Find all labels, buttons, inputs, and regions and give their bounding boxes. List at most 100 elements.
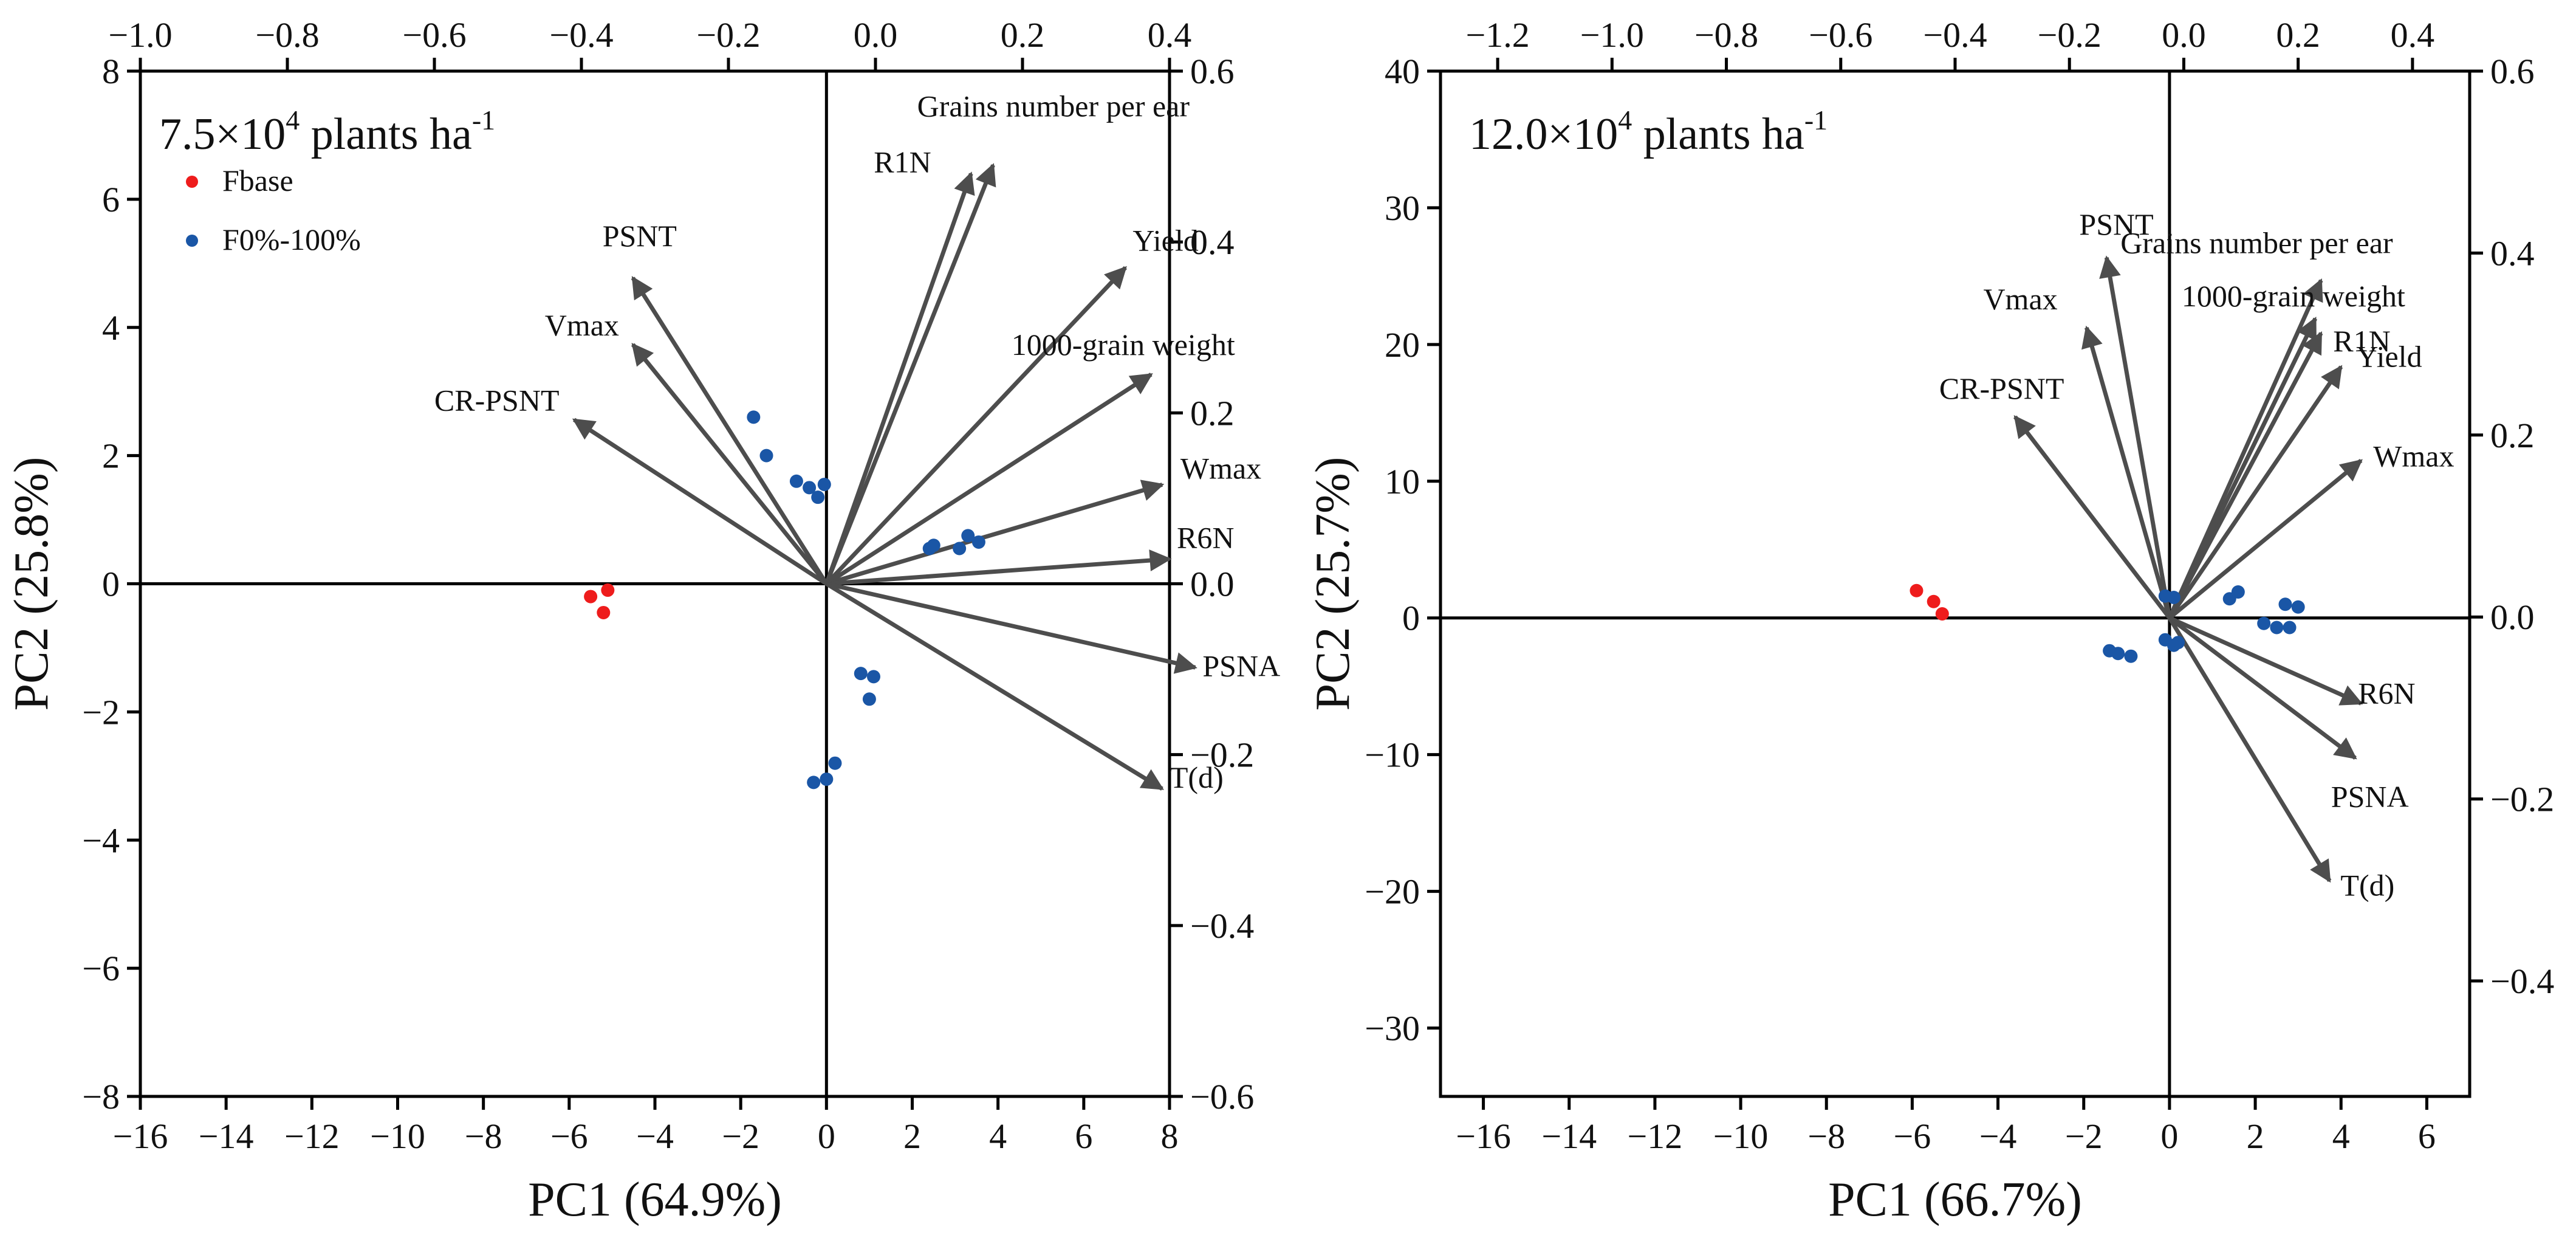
- x2-tick-label: −0.6: [1809, 15, 1872, 55]
- x-tick-label: −6: [550, 1116, 588, 1156]
- x-tick-label: −14: [199, 1116, 254, 1156]
- loading-label-yield: Yield: [2356, 340, 2422, 374]
- x-tick-label: 4: [2332, 1116, 2350, 1156]
- chart-panel-2: −16 −14 −12 −10 −8 −6 −4 −2 0 2 4 6−30−20−100102030…: [1306, 15, 2554, 1226]
- loading-label-psna: PSNA: [2331, 779, 2409, 813]
- score-point-f0-100: [854, 667, 868, 681]
- x-tick-label: −12: [284, 1116, 340, 1156]
- score-point-f0-100: [2167, 590, 2180, 604]
- score-point-f0-100: [811, 490, 825, 504]
- loading-arrow-cr-psnt: [2013, 415, 2171, 619]
- x-axis-label: PC1 (66.7%): [1828, 1173, 2082, 1226]
- loading-label-wmax: Wmax: [1180, 451, 1261, 485]
- title-prefix: 7.5×10: [159, 109, 286, 159]
- y-tick-label: 0: [1402, 599, 1420, 638]
- x2-tick-label: −1.2: [1466, 15, 1530, 55]
- y2-tick-label: 0.0: [1190, 565, 1235, 604]
- loading-arrow-psnt: [631, 276, 829, 585]
- title-exponent-2: -1: [1804, 105, 1828, 136]
- y-tick-label: 20: [1385, 325, 1420, 365]
- title-mid: plants ha: [300, 109, 472, 159]
- score-point-fbase: [601, 583, 615, 597]
- loading-arrow-psna: [2168, 616, 2357, 760]
- y2-tick-label: −0.6: [1190, 1077, 1254, 1116]
- loading-label-t-d: T(d): [2340, 868, 2394, 902]
- loading-arrow-yield: [824, 266, 1127, 585]
- score-point-f0-100: [807, 776, 821, 789]
- y2-tick-label: −0.2: [2490, 780, 2554, 819]
- score-point-f0-100: [820, 772, 834, 786]
- plot-frame: [1439, 69, 2472, 1098]
- x-tick-label: −4: [636, 1116, 674, 1156]
- score-point-fbase: [597, 605, 611, 619]
- y2-tick-label: 0.0: [2490, 597, 2535, 637]
- score-point-fbase: [584, 590, 598, 604]
- score-point-f0-100: [817, 478, 831, 492]
- y-tick-label: 30: [1385, 188, 1420, 228]
- loading-arrow-yield: [2168, 365, 2343, 619]
- loading-label-vmax: Vmax: [1983, 282, 2057, 316]
- score-point-f0-100: [2231, 585, 2245, 599]
- x2-tick-label: −0.4: [1923, 15, 1987, 55]
- loading-arrow-cr-psnt: [572, 418, 828, 586]
- x-tick-label: −6: [1894, 1116, 1931, 1156]
- y-tick-label: −30: [1365, 1009, 1420, 1048]
- legend-label-f0-100: F0%-100%: [222, 222, 361, 256]
- x-tick-label: 2: [903, 1116, 921, 1156]
- loading-label-r6n: R6N: [1177, 521, 1234, 555]
- loading-label-r6n: R6N: [2358, 676, 2415, 710]
- x2-tick-label: 0.2: [2276, 15, 2320, 55]
- y2-tick-label: 0.6: [1190, 52, 1235, 91]
- score-point-f0-100: [789, 474, 803, 488]
- loading-label-wmax: Wmax: [2373, 439, 2454, 473]
- title-exponent-2: -1: [472, 105, 495, 136]
- loading-label-yield: Yield: [1132, 223, 1198, 257]
- x2-tick-label: −0.8: [1694, 15, 1758, 55]
- loading-arrow-r6n: [2168, 616, 2363, 706]
- x-tick-label: −8: [465, 1116, 502, 1156]
- loading-label-grains-number-per-ear: Grains number per ear: [917, 89, 1190, 123]
- x2-tick-label: 0.4: [1148, 15, 1192, 55]
- score-point-f0-100: [927, 538, 940, 552]
- x-tick-label: 0: [818, 1116, 835, 1156]
- y-tick-label: −4: [82, 820, 120, 860]
- y-axis-label: PC2 (25.8%): [5, 457, 58, 711]
- x2-tick-label: −0.2: [696, 15, 760, 55]
- y-tick-label: 10: [1385, 462, 1420, 501]
- y2-tick-label: −0.4: [1190, 906, 1254, 946]
- score-point-fbase: [1927, 594, 1941, 608]
- panel-title: 12.0×104 plants ha-1: [1469, 105, 1828, 159]
- y2-tick-label: 0.4: [2490, 233, 2535, 273]
- score-point-fbase: [1935, 607, 1949, 621]
- loading-arrow-t-d: [825, 582, 1164, 791]
- title-exponent: 4: [286, 105, 300, 136]
- loading-label-cr-psnt: CR-PSNT: [1939, 371, 2064, 405]
- x-tick-label: −10: [1713, 1116, 1769, 1156]
- loading-label-psna: PSNA: [1202, 648, 1280, 683]
- score-point-f0-100: [961, 529, 975, 543]
- x-tick-label: −10: [370, 1116, 425, 1156]
- y-tick-label: −2: [82, 692, 120, 732]
- score-point-f0-100: [971, 535, 985, 549]
- x-tick-label: −2: [2065, 1116, 2103, 1156]
- loading-label-1000-grain-weight: 1000-grain weight: [1012, 328, 1235, 362]
- y2-tick-label: 0.4: [1190, 222, 1235, 262]
- x-tick-label: −14: [1541, 1116, 1597, 1156]
- loading-label-vmax: Vmax: [545, 308, 619, 342]
- y-tick-label: −10: [1365, 735, 1420, 775]
- x-tick-label: 2: [2247, 1116, 2264, 1156]
- title-mid: plants ha: [1632, 109, 1804, 159]
- y-tick-label: −6: [82, 949, 120, 988]
- score-point-f0-100: [2283, 621, 2297, 635]
- x2-tick-label: −1.0: [108, 15, 172, 55]
- loading-arrow-vmax: [2081, 325, 2172, 619]
- legend-marker-f0-100: [186, 235, 198, 247]
- y2-tick-label: 0.2: [1190, 393, 1235, 433]
- y-tick-label: 40: [1385, 52, 1420, 91]
- score-point-fbase: [1910, 583, 1923, 597]
- legend-label-fbase: Fbase: [222, 163, 293, 198]
- loading-arrow-wmax: [2168, 459, 2363, 620]
- score-point-f0-100: [2167, 638, 2180, 652]
